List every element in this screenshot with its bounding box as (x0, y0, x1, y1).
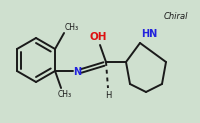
Text: H: H (105, 91, 111, 100)
Text: HN: HN (141, 29, 157, 39)
Text: OH: OH (89, 32, 107, 42)
Text: CH₃: CH₃ (58, 90, 72, 99)
Text: Chiral: Chiral (164, 12, 188, 21)
Text: CH₃: CH₃ (65, 23, 79, 32)
Text: N: N (73, 67, 81, 77)
